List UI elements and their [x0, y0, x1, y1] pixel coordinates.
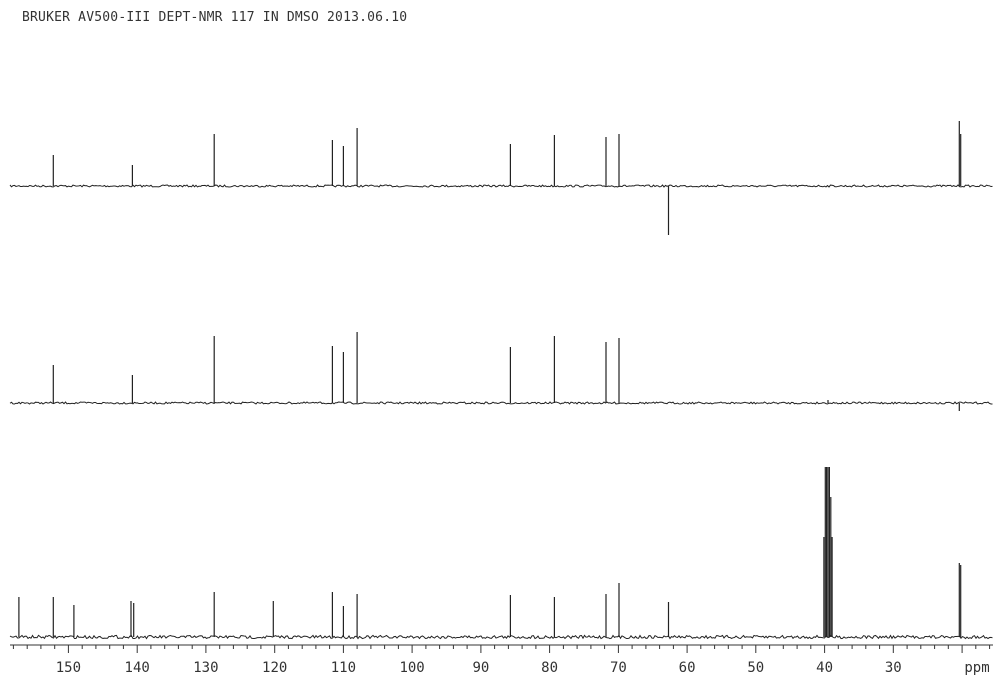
spectrum-baseline — [9, 634, 993, 640]
tick-label: 40 — [816, 660, 833, 676]
spectrum-trace-3 — [9, 467, 993, 640]
spectrum-baseline — [9, 401, 993, 405]
spectrum-trace-2 — [9, 332, 993, 411]
tick-label: 110 — [331, 660, 356, 676]
tick-label: 70 — [610, 660, 627, 676]
x-axis-label: ppm — [964, 660, 989, 676]
ppm-axis: 150 140 130 120 110 100 90 80 70 60 50 40 30 ppm — [10, 644, 993, 676]
tick-label: 90 — [472, 660, 489, 676]
chart-title: BRUKER AV500-III DEPT-NMR 117 IN DMSO 20… — [22, 10, 408, 25]
tick-label: 150 — [56, 660, 81, 676]
tick-label: 50 — [747, 660, 764, 676]
tick-label: 120 — [262, 660, 287, 676]
tick-label: 100 — [399, 660, 424, 676]
tick-label: 60 — [679, 660, 696, 676]
tick-label: 30 — [885, 660, 902, 676]
tick-label: 80 — [541, 660, 558, 676]
tick-label: 140 — [125, 660, 150, 676]
spectrum-baseline — [9, 184, 993, 188]
spectrum-trace-1 — [9, 121, 993, 235]
ppm-axis-ticks: 150 140 130 120 110 100 90 80 70 60 50 40 30 ppm — [12, 645, 991, 676]
tick-label: 130 — [193, 660, 218, 676]
spectrum-traces — [9, 121, 993, 640]
